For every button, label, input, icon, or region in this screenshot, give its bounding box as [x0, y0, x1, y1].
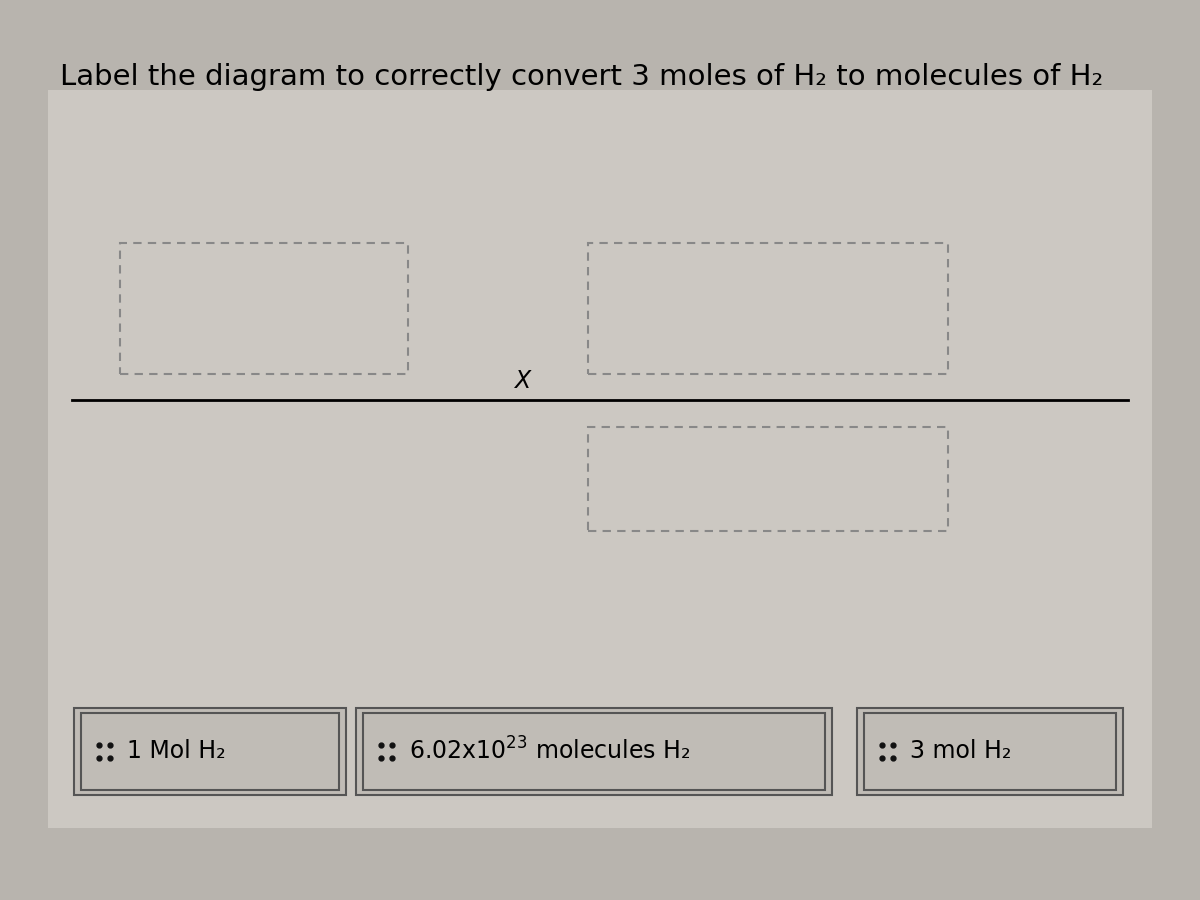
Bar	[588, 428, 948, 531]
Text: 6.02x10$^{23}$ molecules H₂: 6.02x10$^{23}$ molecules H₂	[408, 738, 690, 765]
Bar	[857, 707, 1123, 796]
Bar	[355, 707, 833, 796]
Bar	[74, 707, 347, 796]
Text: 1 Mol H₂: 1 Mol H₂	[127, 740, 226, 763]
Bar	[588, 243, 948, 374]
Text: Label the diagram to correctly convert 3 moles of H₂ to molecules of H₂: Label the diagram to correctly convert 3…	[60, 63, 1103, 91]
Bar	[864, 713, 1116, 790]
Bar	[120, 243, 408, 374]
Bar	[364, 713, 826, 790]
Bar	[80, 713, 338, 790]
Text: X: X	[514, 369, 530, 393]
Bar	[48, 90, 1152, 828]
Text: 3 mol H₂: 3 mol H₂	[910, 740, 1010, 763]
